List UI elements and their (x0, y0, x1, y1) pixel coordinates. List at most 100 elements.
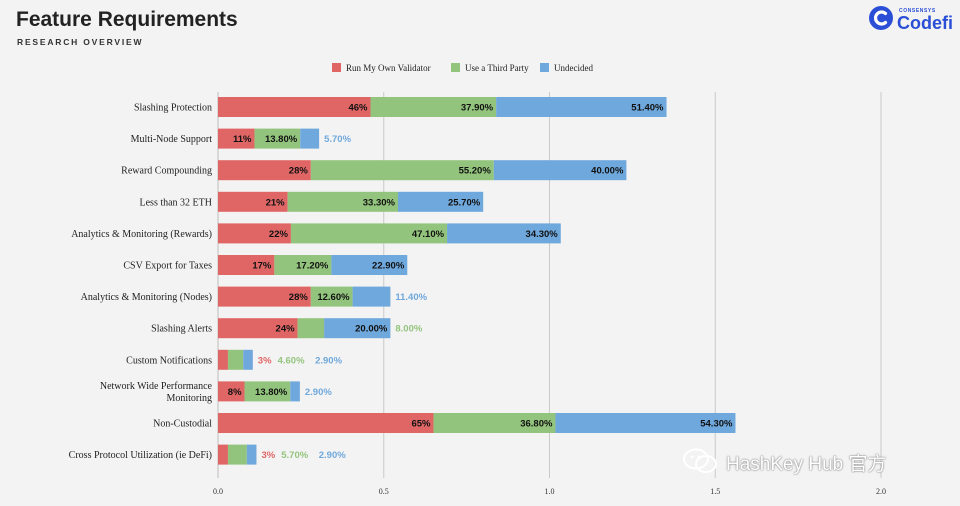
data-label: 24% (276, 324, 296, 335)
data-label: 47.10% (412, 229, 445, 240)
bar-segment (218, 128, 255, 149)
x-tick-label: 1.0 (545, 487, 555, 496)
data-label: 25.70% (448, 197, 481, 208)
bar-segment (218, 223, 291, 244)
data-label: 8.00% (395, 324, 422, 335)
page-subtitle: RESEARCH OVERVIEW (17, 37, 144, 47)
data-label: 54.30% (700, 419, 733, 430)
legend-label: Undecided (554, 63, 593, 73)
bar-segment (447, 223, 561, 244)
bar-segment (310, 286, 353, 307)
bar-segment (246, 444, 257, 465)
bar-segment (496, 97, 667, 117)
chart-legend: Run My Own Validator Use a Third Party Und… (332, 63, 593, 73)
bar-segment (352, 286, 391, 307)
data-label: 5.70% (281, 450, 308, 461)
codefi-logo-icon (869, 6, 893, 30)
x-tick-label: 2.0 (876, 487, 886, 496)
bars: 46% 37.90% 51.40% 11% 13.80% 5.70% 28% 55.20% 40… (218, 97, 736, 465)
bar-segment (274, 255, 332, 275)
page-title: Feature Requirements (16, 8, 238, 31)
data-label: 33.30% (363, 197, 396, 208)
bar-segment (243, 349, 253, 370)
codefi-logo: CONSENSYS Codefi (868, 4, 954, 34)
bar-segment (555, 413, 736, 433)
bar-segment (398, 191, 484, 212)
bar-segment (290, 381, 300, 402)
data-label: 40.00% (591, 166, 624, 177)
bar-segment (218, 444, 228, 465)
data-label: 11.40% (395, 292, 427, 303)
data-label: 46% (348, 103, 368, 114)
bar-segment (254, 128, 301, 149)
data-label: 21% (266, 197, 286, 208)
logo-brand-text: Codefi (897, 13, 953, 33)
data-label: 28% (289, 292, 309, 303)
bar-segment (218, 97, 371, 117)
data-label: 12.60% (317, 292, 350, 303)
bar-segment (310, 160, 494, 181)
bar-segment (218, 381, 245, 402)
data-label: 28% (289, 166, 309, 177)
data-label: 22% (269, 229, 289, 240)
category-label: Cross Protocol Utilization (ie DeFi) (69, 450, 212, 461)
data-label: 5.70% (324, 134, 351, 145)
bar-segment (218, 349, 228, 370)
category-label: Custom Notifications (126, 355, 212, 366)
x-axis-ticks: 0.0 0.5 1.0 1.5 2.0 (213, 487, 886, 496)
data-label: 11% (233, 134, 252, 145)
category-labels: Slashing Protection Multi-Node Support Rew… (69, 103, 213, 462)
category-label: Reward Compounding (121, 166, 212, 177)
data-label: 13.80% (265, 134, 298, 145)
category-label: Analytics & Monitoring (Nodes) (81, 292, 212, 303)
category-label: Network Wide Performance Monitoring (100, 381, 213, 404)
category-label: CSV Export for Taxes (123, 261, 212, 272)
data-label: 13.80% (255, 387, 288, 398)
watermark: HashKey Hub 官方 (682, 446, 942, 476)
legend-swatch (451, 63, 460, 72)
bar-segment (218, 160, 311, 181)
category-label: Less than 32 ETH (140, 197, 213, 208)
category-label: Slashing Protection (134, 103, 212, 114)
bar-segment (331, 255, 408, 275)
data-label: 36.80% (520, 419, 553, 430)
data-label: 17% (252, 261, 272, 272)
bar-segment (227, 444, 247, 465)
data-label: 3% (258, 355, 272, 366)
data-label: 3% (261, 450, 275, 461)
data-label: 2.90% (315, 355, 342, 366)
category-label: Multi-Node Support (131, 134, 213, 145)
legend-label: Use a Third Party (465, 63, 529, 73)
bar-segment (244, 381, 291, 402)
x-tick-label: 1.5 (710, 487, 720, 496)
bar-segment (290, 223, 448, 244)
data-label: 17.20% (296, 261, 329, 272)
data-label: 2.90% (319, 450, 346, 461)
bar-segment (433, 413, 556, 433)
bar-segment (493, 160, 627, 181)
bar-segment (227, 349, 244, 370)
data-label: 2.90% (305, 387, 332, 398)
legend-swatch (540, 63, 549, 72)
data-label: 20.00% (355, 324, 388, 335)
category-label: Slashing Alerts (151, 324, 212, 335)
bar-segment (370, 97, 497, 117)
bar-segment (218, 191, 288, 212)
x-tick-label: 0.5 (379, 487, 389, 496)
data-label: 65% (411, 419, 431, 430)
watermark-text: HashKey Hub 官方 (726, 454, 887, 475)
data-label: 51.40% (631, 103, 664, 114)
data-label: 22.90% (372, 261, 405, 272)
bar-segment (324, 318, 391, 339)
legend-swatch (332, 63, 341, 72)
data-label: 4.60% (278, 355, 305, 366)
data-label: 55.20% (459, 166, 492, 177)
bar-segment (218, 255, 275, 275)
wechat-icon (683, 448, 717, 473)
x-tick-label: 0.0 (213, 487, 223, 496)
bar-segment (218, 286, 311, 307)
legend-label: Run My Own Validator (346, 63, 431, 73)
data-label: 8% (228, 387, 242, 398)
category-label: Non-Custodial (153, 419, 212, 430)
